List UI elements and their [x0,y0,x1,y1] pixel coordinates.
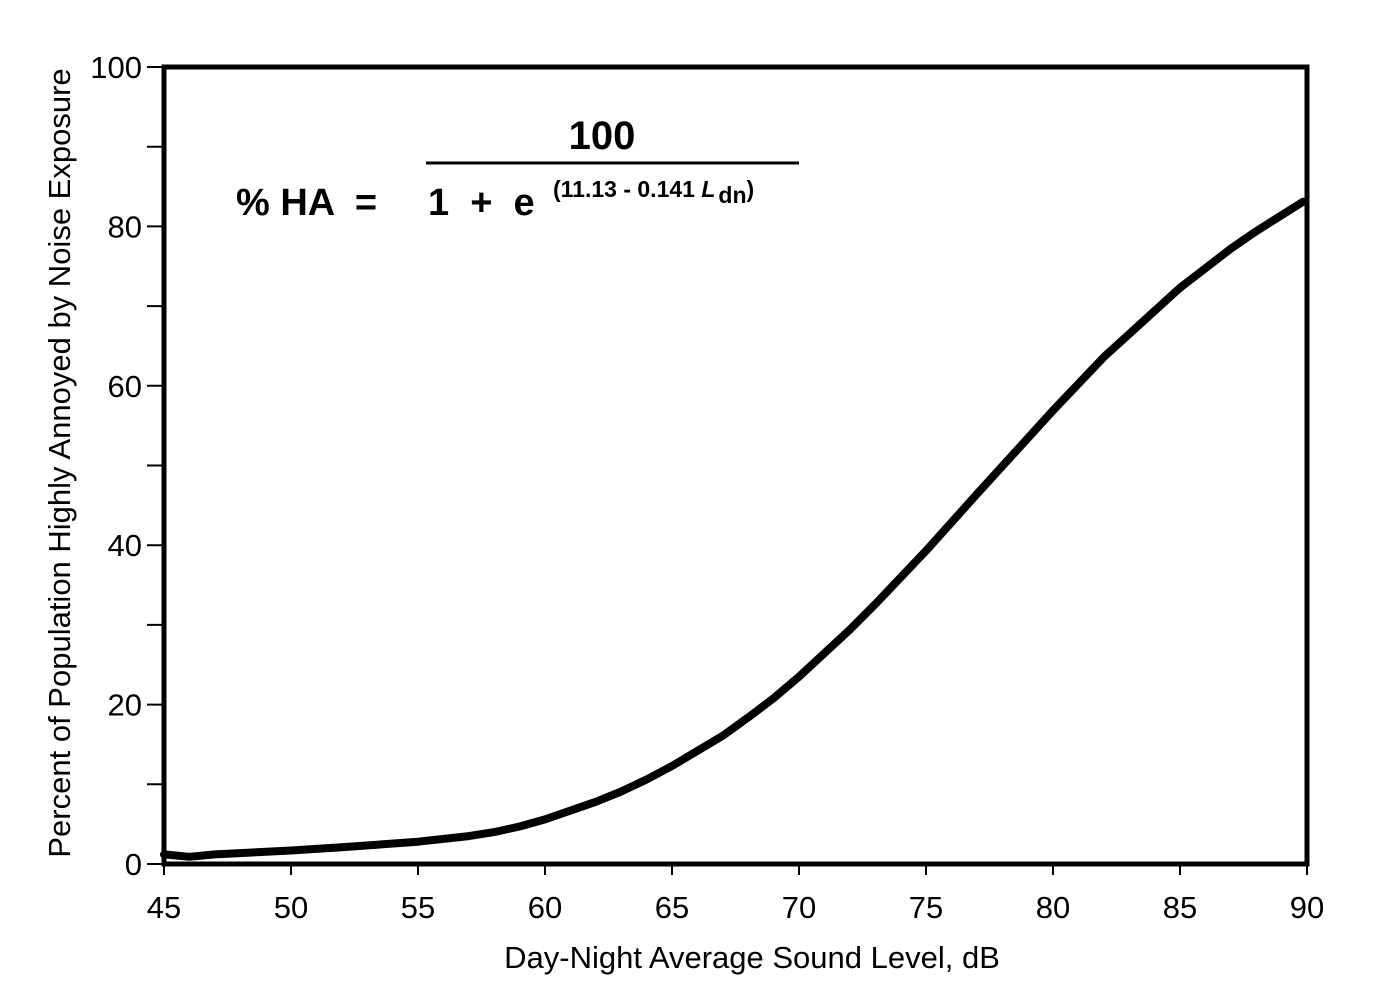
formula-lhs: % HA = [236,182,377,224]
formula-exponent-sub: dn [718,182,746,208]
formula-exponent-var: L [701,176,715,202]
series-line [160,197,1307,861]
formula-numerator: 100 [569,114,636,158]
x-axis-title: Day-Night Average Sound Level, dB [504,940,1000,975]
x-tick-label: 55 [401,890,435,925]
y-axis-title: Percent of Population Highly Annoyed by … [42,68,77,857]
y-axis-ticks: 0 20 40 60 80 100 [90,50,164,882]
formula-denominator: 1 + e [428,182,535,224]
y-tick-label: 20 [108,688,142,723]
x-tick-label: 60 [528,890,562,925]
x-tick-label: 65 [655,890,689,925]
x-tick-label: 45 [147,890,181,925]
formula-exponent-suffix: ) [747,176,755,202]
x-tick-label: 50 [274,890,308,925]
y-tick-label: 100 [90,50,142,85]
y-tick-label: 80 [108,209,142,244]
formula-exponent-prefix: (11.13 - 0.141 [553,176,701,202]
x-tick-label: 70 [782,890,816,925]
x-tick-label: 85 [1163,890,1197,925]
y-tick-label: 40 [108,528,142,563]
y-tick-label: 60 [108,369,142,404]
y-tick-label: 0 [125,847,142,882]
x-tick-label: 80 [1036,890,1070,925]
x-axis-ticks: 45 50 55 60 65 70 75 80 85 90 [147,864,1324,925]
x-tick-label: 75 [909,890,943,925]
x-tick-label: 90 [1290,890,1324,925]
